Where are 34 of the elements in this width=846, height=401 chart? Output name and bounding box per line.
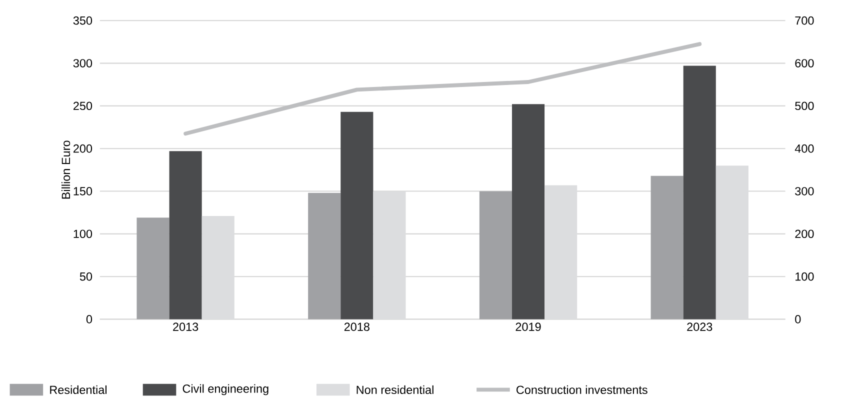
- y2-tick-label: 100: [796, 272, 814, 280]
- legend-label: Construction investments: [516, 385, 648, 394]
- x-tick-label: 2013: [173, 322, 198, 331]
- bar: [650, 176, 684, 319]
- bar: [479, 191, 512, 319]
- y2-tick-label: 400: [794, 144, 814, 152]
- bar: [136, 217, 170, 319]
- bar: [308, 192, 341, 319]
- y-tick-label: 300: [73, 58, 92, 68]
- y-axis-title: Billion Euro: [61, 140, 70, 198]
- y-tick-label: 350: [73, 16, 92, 24]
- y-tick-label: 150: [74, 186, 92, 196]
- line-series: [184, 42, 702, 136]
- y2-tick-label: 0: [795, 314, 801, 324]
- bar: [340, 112, 374, 319]
- y-tick-label: 50: [80, 272, 92, 280]
- y-tick-label: 200: [73, 144, 92, 152]
- y2-tick-label: 700: [795, 16, 814, 25]
- y2-tick-label: 600: [795, 58, 814, 68]
- x-tick-label: 2019: [516, 322, 541, 331]
- legend-label: Non residential: [356, 385, 434, 394]
- x-tick-label: 2023: [687, 322, 712, 331]
- x-tick-label: 2018: [344, 322, 370, 331]
- bar: [169, 150, 202, 319]
- legend-label: Residential: [50, 385, 106, 394]
- bar: [512, 104, 545, 319]
- bar: [683, 66, 716, 319]
- y-tick-label: 100: [74, 230, 92, 238]
- y2-tick-label: 300: [795, 186, 814, 196]
- y-tick-label: 250: [73, 102, 92, 110]
- legend-label: Civil engineering: [182, 384, 268, 395]
- y2-tick-label: 200: [795, 230, 814, 238]
- y2-tick-label: 500: [795, 102, 814, 110]
- y-tick-label: 0: [86, 314, 92, 324]
